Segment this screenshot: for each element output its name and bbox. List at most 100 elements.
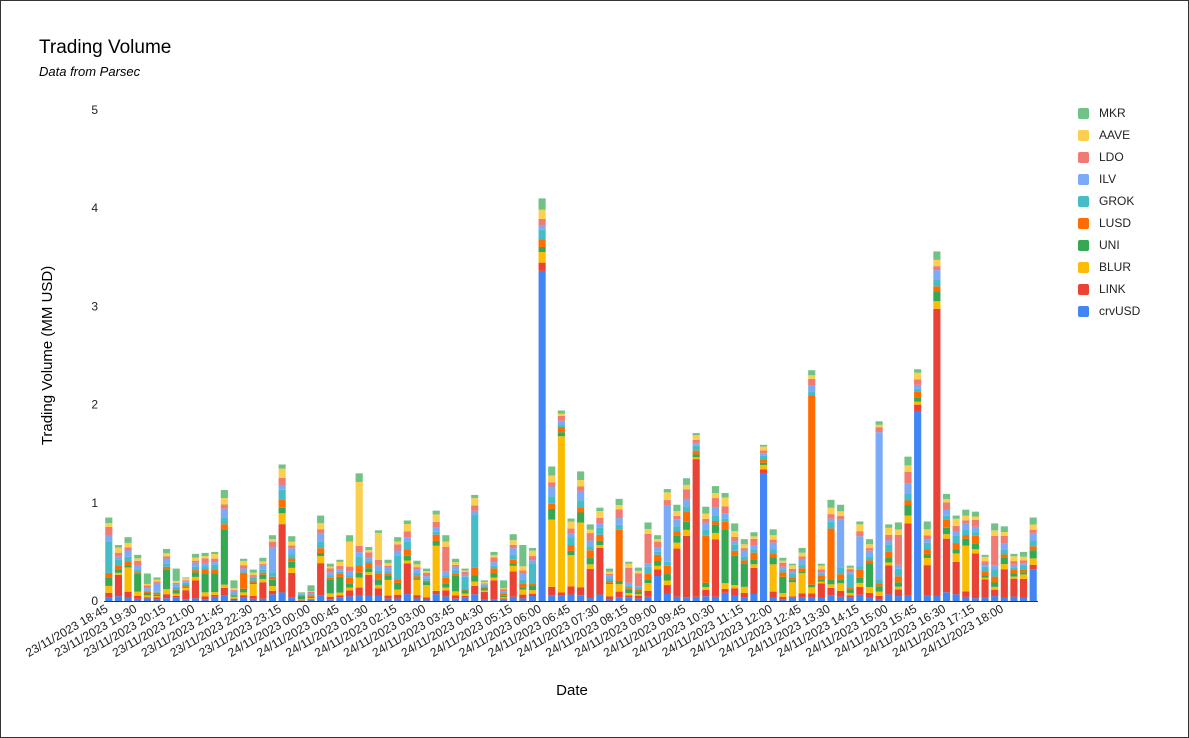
bar-segment-lusd [403,549,411,556]
bar-stack [114,545,123,601]
bar-segment-lusd [442,577,450,584]
bar-segment-uni [105,577,113,586]
bar-segment-grok [711,515,719,522]
bar-segment-ilv [336,569,344,572]
bar-segment-uni [769,557,777,565]
bar-segment-link [682,535,691,598]
bar-segment-lusd [865,560,874,564]
bar-segment-aave [461,570,469,572]
bar-segment-aave [885,527,893,535]
bar-segment-aave [249,572,257,576]
bar-segment-ilv [923,539,931,543]
legend-label: LDO [1099,150,1124,164]
bar-segment-ldo [721,506,729,514]
legend-item-grok: GROK [1078,190,1140,212]
bar-segment-mkr [798,547,806,553]
bar-segment-uni [577,512,585,523]
bar-segment-lusd [528,583,537,586]
bar-segment-link [837,590,845,597]
bar-segment-blur [817,581,825,584]
bar-segment-grok [865,556,874,561]
bar-segment-uni [923,554,931,558]
bar-segment-mkr [654,535,662,540]
y-tick-label: 4 [91,201,98,215]
bar-segment-aave [1029,524,1037,530]
bar-segment-ilv [760,453,768,456]
bar-stack [278,464,286,601]
bar-segment-lusd [326,577,334,580]
bar-segment-uni [182,586,190,588]
bar-stack [914,369,922,601]
bar-segment-aave [182,578,190,581]
bar-segment-ldo [692,439,700,444]
bar-segment-grok [837,567,845,575]
bar-segment-mkr [942,493,951,500]
bar-segment-ilv [394,550,402,556]
bar-segment-crvusd [865,597,874,601]
bar-segment-ilv [827,518,835,522]
bar-segment-lusd [124,561,132,566]
bar-segment-uni [914,397,922,402]
bar-segment-ilv [769,542,777,550]
bar-stack [413,560,421,601]
bar-segment-link [634,595,642,599]
bar-segment-blur [702,587,710,590]
bar-segment-grok [721,518,729,522]
bar-segment-mkr [644,522,652,530]
bar-segment-blur [779,593,787,597]
bar-segment-lusd [1029,546,1037,551]
bar-segment-link [172,596,180,598]
bar-stack [721,492,729,601]
bar-segment-blur [384,579,392,596]
bar-segment-mkr [1000,526,1008,532]
bar-segment-mkr [220,490,228,499]
bar-segment-aave [538,209,546,219]
bar-segment-crvusd [307,599,315,601]
bar-segment-ilv [143,588,151,591]
bar-segment-lusd [182,585,190,587]
bar-segment-blur [971,549,979,554]
bar-segment-ilv [663,505,671,562]
bar-segment-mkr [875,421,883,425]
bar-stack [490,551,498,601]
bar-stack [172,568,180,601]
bar-segment-uni [644,579,652,584]
bar-stack [779,557,787,601]
bar-stack [249,569,257,601]
bar-segment-crvusd [114,596,123,601]
bar-segment-lusd [365,563,373,569]
bar-segment-ldo [682,489,691,499]
bar-segment-ilv [220,508,228,518]
bar-segment-aave [442,541,450,547]
bar-stack [528,547,537,601]
bar-segment-aave [615,505,623,510]
bar-segment-grok [885,544,893,552]
bar-segment-lusd [211,569,219,574]
bar-segment-aave [721,497,729,507]
bar-segment-grok [114,559,123,566]
bar-segment-ilv [981,564,989,567]
bar-segment-ldo [384,565,392,568]
bar-segment-lusd [336,573,344,577]
bar-segment-uni [663,574,671,581]
bar-segment-ilv [991,565,999,570]
bar-segment-grok [278,489,286,500]
legend-swatch [1078,107,1089,119]
legend-swatch [1078,151,1089,163]
bar-segment-link [220,587,228,596]
legend-item-mkr: MKR [1078,102,1140,124]
bar-segment-ilv [933,270,941,280]
bar-segment-link [865,592,874,598]
chart-title: Trading Volume [39,37,172,58]
bar-segment-lusd [114,565,123,570]
bar-segment-aave [991,530,999,536]
bar-segment-mkr [394,537,402,542]
bar-segment-ldo [345,566,354,572]
bar-segment-link [509,571,517,597]
bar-segment-uni [596,540,604,546]
bar-segment-ldo [259,564,267,566]
bar-segment-blur [798,573,806,594]
bar-stack [134,554,142,601]
bar-stack [865,539,874,601]
bar-segment-lusd [721,521,729,530]
